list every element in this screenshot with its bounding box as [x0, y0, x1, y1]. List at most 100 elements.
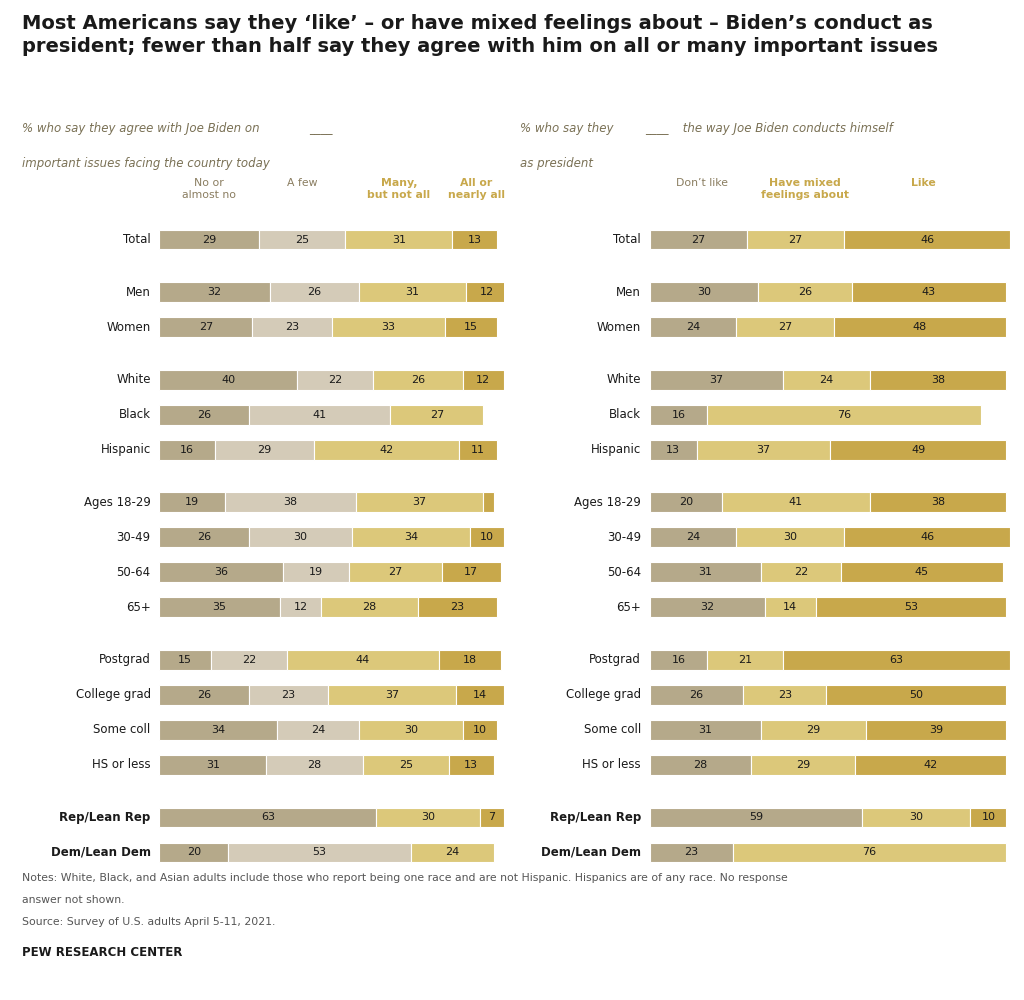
Text: 38: 38 [931, 497, 945, 507]
Text: 19: 19 [185, 497, 200, 507]
Bar [225, 492, 355, 512]
Text: % who say they: % who say they [520, 122, 617, 135]
Text: 13: 13 [468, 235, 481, 245]
Bar [722, 492, 869, 512]
Text: 10: 10 [981, 812, 995, 822]
Text: 23: 23 [285, 322, 299, 332]
Text: 26: 26 [689, 690, 703, 700]
Text: Rep/Lean Rep: Rep/Lean Rep [59, 811, 151, 824]
Text: 53: 53 [312, 847, 327, 857]
Text: Have mixed
feelings about: Have mixed feelings about [761, 178, 849, 200]
Bar [696, 440, 829, 460]
Text: 27: 27 [388, 567, 402, 577]
Bar [211, 650, 287, 670]
Text: ____: ____ [309, 122, 333, 135]
Bar [297, 370, 373, 390]
Text: No or
almost no: No or almost no [182, 178, 237, 200]
Text: the way Joe Biden conducts himself: the way Joe Biden conducts himself [679, 122, 893, 135]
Text: 16: 16 [672, 410, 686, 420]
Text: Men: Men [126, 286, 151, 299]
Bar [650, 562, 762, 582]
Text: 24: 24 [310, 725, 325, 735]
Bar [266, 755, 362, 775]
Text: 13: 13 [464, 760, 478, 770]
Text: 26: 26 [798, 287, 812, 297]
Text: 23: 23 [282, 690, 296, 700]
Text: 15: 15 [464, 322, 478, 332]
Bar [736, 317, 834, 337]
Text: 29: 29 [807, 725, 821, 735]
Bar [866, 720, 1007, 740]
Bar [259, 230, 345, 249]
Text: 14: 14 [473, 690, 487, 700]
Bar [373, 370, 463, 390]
Text: Black: Black [609, 408, 641, 421]
Text: 26: 26 [307, 287, 322, 297]
Text: Hispanic: Hispanic [591, 443, 641, 456]
Text: 24: 24 [819, 375, 834, 385]
Text: Total: Total [613, 233, 641, 246]
Text: 10: 10 [480, 532, 494, 542]
Bar [280, 597, 322, 617]
Bar [377, 808, 480, 827]
Text: 44: 44 [355, 655, 370, 665]
Text: 31: 31 [392, 235, 406, 245]
Bar [359, 720, 463, 740]
Bar [815, 597, 1007, 617]
Bar [650, 317, 736, 337]
Bar [463, 370, 504, 390]
Bar [751, 755, 855, 775]
Text: 20: 20 [679, 497, 693, 507]
Bar [314, 440, 459, 460]
Text: Ages 18-29: Ages 18-29 [574, 496, 641, 509]
Text: 30: 30 [421, 812, 435, 822]
Text: 33: 33 [382, 322, 395, 332]
Bar [322, 597, 418, 617]
Bar [459, 440, 497, 460]
Bar [650, 720, 762, 740]
Bar [160, 650, 211, 670]
Text: 41: 41 [312, 410, 327, 420]
Text: 37: 37 [757, 445, 770, 455]
Text: 14: 14 [783, 602, 798, 612]
Text: Notes: White, Black, and Asian adults include those who report being one race an: Notes: White, Black, and Asian adults in… [22, 873, 787, 883]
Text: 28: 28 [362, 602, 377, 612]
Bar [845, 230, 1010, 249]
Text: 31: 31 [698, 567, 713, 577]
Bar [834, 317, 1007, 337]
Text: 37: 37 [710, 375, 724, 385]
Bar [160, 282, 269, 302]
Text: Dem/Lean Dem: Dem/Lean Dem [541, 846, 641, 859]
Text: 28: 28 [693, 760, 708, 770]
Bar [826, 685, 1007, 705]
Bar [160, 562, 284, 582]
Text: Women: Women [106, 321, 151, 334]
Text: 26: 26 [197, 410, 211, 420]
Text: 18: 18 [463, 655, 476, 665]
Bar [160, 843, 228, 862]
Text: Don’t like: Don’t like [676, 178, 728, 188]
Bar [355, 492, 483, 512]
Text: 30: 30 [403, 725, 418, 735]
Text: 7: 7 [488, 812, 496, 822]
Bar [362, 755, 449, 775]
Bar [160, 405, 249, 425]
Text: 11: 11 [471, 445, 485, 455]
Text: 24: 24 [445, 847, 460, 857]
Bar [269, 282, 359, 302]
Text: Rep/Lean Rep: Rep/Lean Rep [550, 811, 641, 824]
Text: 32: 32 [208, 287, 221, 297]
Text: HS or less: HS or less [583, 758, 641, 771]
Bar [160, 755, 266, 775]
Bar [160, 317, 253, 337]
Text: 53: 53 [904, 602, 918, 612]
Text: College grad: College grad [76, 688, 151, 701]
Bar [470, 527, 504, 547]
Text: 59: 59 [749, 812, 763, 822]
Bar [160, 685, 249, 705]
Text: 15: 15 [178, 655, 193, 665]
Text: Dem/Lean Dem: Dem/Lean Dem [51, 846, 151, 859]
Bar [160, 492, 225, 512]
Text: 50: 50 [909, 690, 924, 700]
Bar [160, 597, 280, 617]
